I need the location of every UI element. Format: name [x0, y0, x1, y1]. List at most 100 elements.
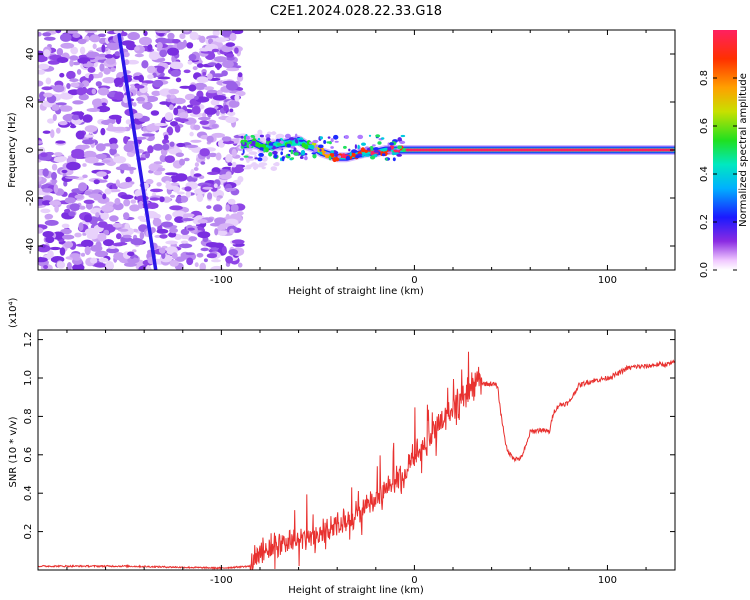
noise-speckle — [186, 257, 194, 266]
noise-speckle — [53, 152, 63, 157]
noise-speckle — [87, 66, 96, 73]
noise-speckle — [127, 251, 135, 257]
noise-speckle — [130, 238, 144, 246]
noise-speckle — [187, 60, 193, 65]
signal-fuzz — [330, 146, 334, 149]
noise-speckle — [92, 43, 97, 50]
noise-speckle — [113, 126, 127, 132]
y-tick-label: 0.6 — [23, 447, 34, 463]
signal-fuzz — [265, 134, 271, 139]
signal-fuzz — [288, 137, 295, 141]
diagonal-line — [117, 33, 158, 270]
signal-fuzz — [242, 140, 245, 145]
spectrogram-ylabel: Frequency (Hz) — [7, 112, 18, 188]
noise-speckle — [144, 95, 159, 103]
noise-speckle — [132, 102, 137, 107]
noise-speckle — [61, 169, 68, 174]
noise-speckle — [203, 258, 208, 263]
signal-fuzz — [327, 136, 331, 139]
noise-speckle — [114, 198, 121, 205]
noise-speckle — [190, 139, 202, 143]
noise-speckle — [40, 152, 48, 158]
noise-speckle — [242, 167, 252, 170]
noise-speckle — [84, 246, 91, 256]
noise-speckle — [169, 194, 176, 198]
signal-fuzz — [287, 153, 291, 157]
noise-speckle — [225, 53, 235, 58]
noise-speckle — [84, 191, 92, 196]
noise-speckle — [213, 183, 218, 188]
noise-speckle — [193, 173, 202, 177]
noise-speckle — [105, 56, 116, 65]
y-tick-label: 20 — [25, 96, 36, 109]
noise-speckle — [43, 265, 49, 269]
noise-speckle — [120, 194, 134, 200]
noise-speckle — [176, 196, 182, 204]
noise-speckle — [149, 197, 160, 201]
noise-speckle — [193, 82, 207, 90]
noise-speckle — [96, 171, 107, 177]
noise-speckle — [100, 127, 106, 136]
noise-speckle — [142, 102, 153, 110]
noise-speckle — [199, 35, 206, 44]
noise-speckle — [171, 252, 178, 260]
noise-speckle — [74, 194, 84, 199]
noise-speckle — [150, 110, 160, 116]
noise-speckle — [151, 90, 161, 97]
noise-speckle — [225, 56, 235, 61]
noise-speckle — [157, 76, 171, 80]
noise-speckle — [257, 129, 263, 135]
noise-speckle — [169, 260, 179, 267]
noise-speckle — [225, 204, 230, 212]
noise-speckle — [203, 86, 215, 91]
noise-speckle — [206, 253, 218, 259]
noise-speckle — [184, 186, 192, 192]
noise-speckle — [154, 80, 163, 87]
noise-speckle — [184, 93, 196, 101]
noise-speckle — [88, 73, 94, 81]
noise-speckle — [211, 132, 225, 138]
noise-speckle — [133, 112, 143, 119]
noise-speckle — [71, 150, 85, 159]
signal-fuzz — [268, 152, 273, 157]
noise-speckle — [231, 30, 244, 35]
noise-speckle — [71, 114, 80, 121]
noise-speckle — [95, 153, 107, 160]
snr-xlabel: Height of straight line (km) — [288, 585, 424, 596]
noise-speckle — [42, 168, 49, 177]
noise-speckle — [98, 257, 109, 263]
noise-speckle — [139, 231, 145, 240]
signal-fuzz — [323, 140, 327, 144]
noise-speckle — [77, 38, 87, 45]
noise-speckle — [250, 163, 259, 167]
noise-speckle — [116, 233, 122, 240]
noise-speckle — [196, 63, 204, 68]
noise-speckle — [225, 171, 232, 179]
noise-speckle — [90, 257, 98, 264]
noise-speckle — [231, 148, 237, 157]
noise-speckle — [165, 180, 171, 185]
noise-speckle — [83, 214, 93, 223]
y-tick-label: -20 — [25, 190, 36, 206]
noise-speckle — [101, 204, 114, 212]
colorbar-tick-label: 0.4 — [699, 166, 710, 182]
noise-speckle — [202, 186, 213, 190]
noise-speckle — [146, 202, 159, 209]
noise-speckle — [216, 230, 228, 236]
signal-fuzz — [389, 142, 395, 146]
noise-speckle — [95, 143, 106, 152]
signal-fuzz — [280, 157, 283, 162]
noise-speckle — [113, 156, 127, 164]
noise-speckle — [56, 57, 69, 63]
signal-fuzz — [259, 134, 264, 138]
signal-fuzz — [354, 144, 357, 150]
signal-fuzz — [400, 134, 406, 138]
noise-speckle — [231, 161, 237, 168]
noise-speckle — [100, 211, 109, 220]
noise-speckle — [188, 236, 198, 242]
noise-speckle — [123, 199, 131, 207]
signal-mark — [360, 147, 366, 153]
x-tick-label: 0 — [411, 275, 417, 286]
noise-speckle — [215, 109, 220, 117]
snr-panel: -100 0 100 0.2 0.4 0.6 0.8 1.0 1.2 Height of str… — [8, 297, 676, 596]
